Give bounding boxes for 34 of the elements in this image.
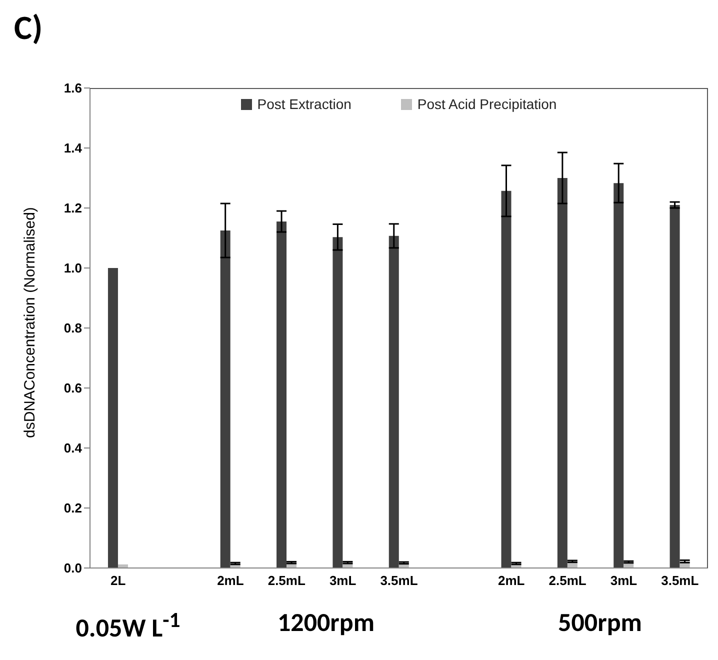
text: 0.05W L$^{-1}$	[76, 606, 180, 644]
legend-label: Post Acid Precipitation	[417, 96, 557, 112]
y-axis-title: dsDNAConcentration (Normalised)	[21, 207, 38, 438]
x-tick-label: 2.5mL	[548, 573, 586, 588]
y-tick-label: 0.4	[64, 440, 83, 456]
x-tick-label: 2L	[110, 573, 126, 588]
y-tick-label: 0.6	[64, 380, 82, 396]
x-tick-label: 2.5mL	[268, 573, 306, 588]
y-tick-label: 1.4	[64, 140, 83, 156]
y-tick-label: 1.0	[64, 260, 82, 276]
bar	[220, 230, 230, 568]
bar	[670, 205, 680, 568]
bar	[276, 222, 287, 568]
x-tick-label: 2mL	[217, 573, 244, 588]
y-tick-label: 0.2	[64, 500, 82, 516]
chart-title: C)	[14, 8, 43, 49]
text: 500rpm	[558, 606, 642, 638]
bar	[501, 190, 512, 568]
bar	[388, 236, 399, 568]
x-tick-label: 2mL	[498, 573, 525, 588]
bar	[614, 183, 624, 568]
bar	[557, 178, 568, 568]
bar	[332, 237, 343, 568]
x-tick-label: 3mL	[610, 573, 638, 588]
y-tick-label: 1.6	[64, 80, 82, 96]
x-tick-label: 3.5mL	[380, 573, 418, 588]
x-tick-label: 3.5mL	[661, 573, 699, 588]
y-tick-label: 0.0	[64, 560, 82, 576]
x-tick-label: 3mL	[329, 573, 356, 588]
bar	[108, 268, 118, 568]
legend-label: Post Extraction	[257, 96, 352, 112]
text: 1200rpm	[277, 606, 375, 638]
y-tick-label: 0.8	[64, 320, 82, 336]
y-tick-label: 1.2	[64, 200, 82, 216]
